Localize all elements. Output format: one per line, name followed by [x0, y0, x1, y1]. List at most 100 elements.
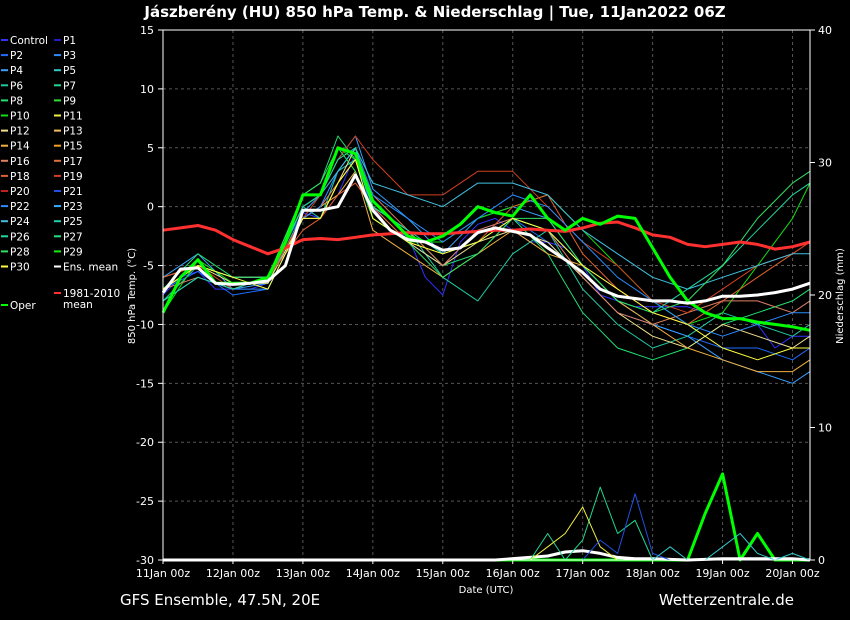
- legend-item: P23: [54, 201, 83, 213]
- legend-item: P24: [1, 216, 30, 228]
- grid: [163, 30, 810, 560]
- legend: Control P1 P2 P3 P4 P5 P6 P7 P8 P9 P10 P11 P12 P13 P14…: [1, 35, 120, 312]
- x-tick-label: 12Jan 00z: [206, 567, 260, 580]
- legend-item: P17: [54, 156, 83, 168]
- legend-label: P16: [10, 156, 30, 168]
- x-tick-label: 19Jan 00z: [695, 567, 749, 580]
- legend-item: P3: [54, 50, 76, 62]
- series-line-p30: [162, 159, 810, 361]
- legend-item: P11: [54, 111, 83, 123]
- y-axis-label: 850 hPa Temp. (°C): [127, 248, 138, 344]
- footer-right: Wetterzentrale.de: [659, 591, 794, 609]
- legend-item: P21: [54, 186, 83, 198]
- legend-label: P19: [63, 171, 83, 183]
- legend-label: P14: [10, 141, 30, 153]
- legend-label: P27: [63, 231, 83, 243]
- legend-label: Oper: [10, 300, 36, 312]
- y-tick-label: -5: [143, 260, 154, 273]
- legend-item: P22: [1, 201, 30, 213]
- x-tick-label: 16Jan 00z: [486, 567, 540, 580]
- legend-item: Control: [1, 35, 48, 47]
- y-right-tick-label: 10: [818, 422, 832, 435]
- legend-item: P1: [54, 35, 76, 47]
- legend-label: 1981-2010 mean: [63, 288, 120, 311]
- legend-label: P24: [10, 216, 30, 228]
- legend-item: P25: [54, 216, 83, 228]
- x-tick-label: 14Jan 00z: [346, 567, 400, 580]
- legend-label: P9: [63, 95, 76, 107]
- series-line-p24: [162, 147, 810, 290]
- legend-label: P2: [10, 50, 23, 62]
- y-right-tick-label: 0: [818, 554, 825, 567]
- legend-item: P14: [1, 141, 30, 153]
- x-tick-label: 15Jan 00z: [416, 567, 470, 580]
- y-tick-label: 0: [147, 201, 154, 214]
- legend-label: P21: [63, 186, 83, 198]
- y-right-tick-label: 20: [818, 289, 832, 302]
- legend-label: P8: [10, 95, 23, 107]
- legend-label: P12: [10, 126, 30, 138]
- legend-label: P1: [63, 35, 76, 47]
- precip-line-ens-mean: [163, 549, 811, 562]
- y-right-tick-label: 40: [818, 24, 832, 37]
- x-tick-label: 18Jan 00z: [626, 567, 680, 580]
- legend-label: P23: [63, 201, 83, 213]
- series-line-ens-mean: [161, 173, 811, 305]
- precip-line-p5: [163, 533, 811, 561]
- legend-label: P25: [63, 216, 83, 228]
- legend-label: P30: [10, 262, 30, 274]
- legend-item: P20: [1, 186, 30, 198]
- precip-line-p21: [163, 493, 810, 561]
- series-line-p6: [162, 159, 811, 349]
- x-tick-label: 17Jan 00z: [556, 567, 610, 580]
- legend-item: P29: [54, 246, 83, 258]
- x-tick-label: 11Jan 00z: [136, 567, 190, 580]
- legend-item: P18: [1, 171, 30, 183]
- legend-label: P17: [63, 156, 83, 168]
- x-tick-label: 20Jan 00z: [765, 567, 819, 580]
- legend-label: P20: [10, 186, 30, 198]
- legend-label: P18: [10, 171, 30, 183]
- y-tick-label: 5: [147, 142, 154, 155]
- legend-item: P27: [54, 231, 83, 243]
- legend-item: P9: [54, 95, 76, 107]
- legend-label: P6: [10, 80, 23, 92]
- legend-label: P15: [63, 141, 83, 153]
- y-axis-right: 40 30 20 10 0: [810, 24, 832, 567]
- series-line-oper: [161, 146, 811, 332]
- y-axis-left: 15 10 5 0 -5 -10 -15 -20 -25 -30: [136, 24, 163, 567]
- legend-item: P6: [1, 80, 23, 92]
- chart-title: Jászberény (HU) 850 hPa Temp. & Niedersc…: [143, 3, 725, 22]
- legend-item: P2: [1, 50, 23, 62]
- legend-item: 1981-2010 mean: [54, 288, 120, 311]
- legend-label: Control: [10, 35, 48, 47]
- legend-item: P19: [54, 171, 83, 183]
- precipitation-lines: [163, 472, 811, 562]
- legend-label: P4: [10, 65, 23, 77]
- legend-item: P4: [1, 65, 23, 77]
- y-tick-label: 15: [140, 24, 154, 37]
- legend-label: P5: [63, 65, 76, 77]
- y-axis-right-label: Niederschlag (mm): [835, 248, 846, 344]
- legend-item: P5: [54, 65, 76, 77]
- y-tick-label: -15: [136, 377, 154, 390]
- legend-item: P30: [1, 262, 30, 274]
- y-right-tick-label: 30: [818, 157, 832, 170]
- y-tick-label: -25: [136, 495, 154, 508]
- legend-item: P26: [1, 231, 30, 243]
- footer-left: GFS Ensemble, 47.5N, 20E: [120, 591, 320, 609]
- y-tick-label: -10: [136, 318, 154, 331]
- legend-item: P7: [54, 80, 76, 92]
- series-line-p4: [162, 135, 811, 384]
- legend-label: Ens. mean: [63, 262, 118, 274]
- legend-item: P13: [54, 126, 83, 138]
- legend-item: Oper: [1, 300, 36, 312]
- x-axis-label: Date (UTC): [459, 585, 514, 596]
- legend-item: Ens. mean: [54, 262, 118, 274]
- series-line-p28: [162, 147, 811, 314]
- legend-item: P28: [1, 246, 30, 258]
- legend-label: P13: [63, 126, 83, 138]
- legend-label: P28: [10, 246, 30, 258]
- legend-label: P11: [63, 111, 83, 123]
